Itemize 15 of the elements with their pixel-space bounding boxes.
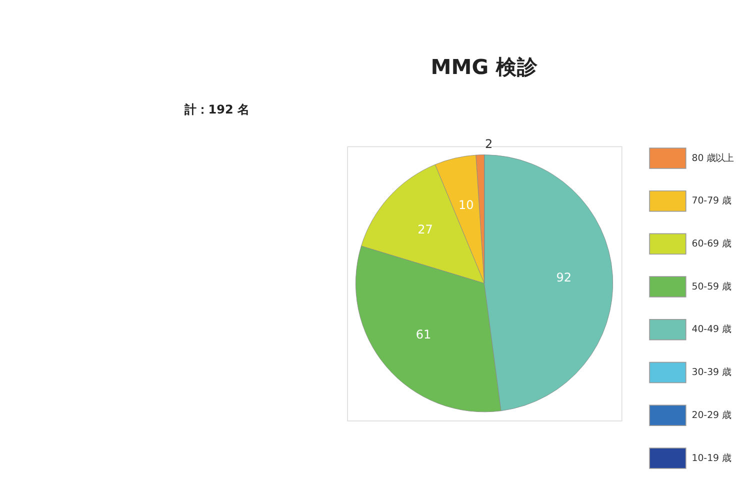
legend-label: 70-79 歳	[692, 196, 732, 207]
data-label: 10	[458, 198, 474, 212]
legend-label: 60-69 歳	[692, 238, 732, 250]
legend-label: 10-19 歳	[692, 452, 732, 464]
legend-label: 50-59 歳	[692, 281, 732, 292]
legend-label: 40-49 歳	[692, 324, 732, 336]
legend-label: 80 歳以上	[692, 152, 734, 164]
chart-title: MMG 検診	[430, 55, 539, 80]
legend-label: 30-39 歳	[692, 367, 732, 378]
data-label: 61	[416, 327, 432, 342]
data-label: 2	[485, 137, 493, 152]
legend-label: 20-29 歳	[692, 410, 732, 421]
data-label: 27	[418, 222, 433, 236]
data-label: 92	[556, 270, 572, 285]
text: 計：192 名	[183, 102, 250, 117]
